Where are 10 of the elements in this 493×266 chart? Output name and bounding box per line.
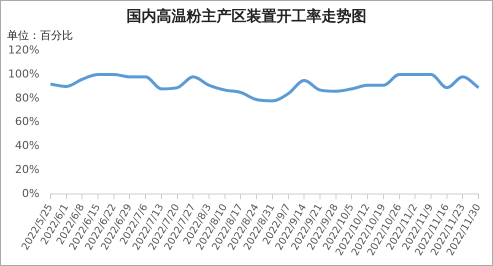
y-tick-label: 120%: [8, 43, 40, 56]
y-tick-label: 60%: [14, 115, 40, 128]
line-series: [48, 73, 480, 102]
y-tick-label: 0%: [22, 186, 40, 200]
y-tick-label: 40%: [14, 139, 40, 152]
y-tick-label: 100%: [8, 67, 40, 80]
y-tick-label: 80%: [14, 91, 40, 104]
y-tick-label: 20%: [14, 163, 40, 176]
chart-subtitle: 单位：百分比: [7, 28, 73, 43]
chart-title: 国内高温粉主产区装置开工率走势图: [126, 7, 368, 26]
